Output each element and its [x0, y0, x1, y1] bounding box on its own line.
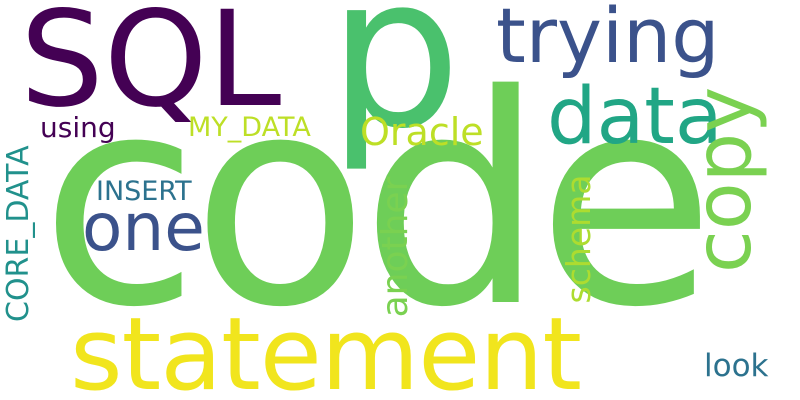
word-insert: INSERT [96, 176, 192, 207]
word-copy: copy [679, 86, 769, 273]
word-code: code [40, 34, 715, 371]
word-core-data: CORE_DATA [1, 145, 36, 322]
word-oracle: Oracle [360, 110, 484, 154]
word-sql: SQL [20, 0, 282, 137]
word-schema: schema [559, 174, 598, 304]
word-look: look [704, 348, 769, 384]
word-another: another [375, 176, 416, 318]
word-my-data: MY_DATA [188, 112, 311, 143]
word-using: using [40, 111, 116, 144]
word-statement: statement [70, 295, 582, 400]
word-trying: trying [496, 0, 720, 80]
word-one: one [82, 189, 205, 266]
word-p: p [328, 0, 462, 175]
word-data: data [547, 72, 723, 162]
